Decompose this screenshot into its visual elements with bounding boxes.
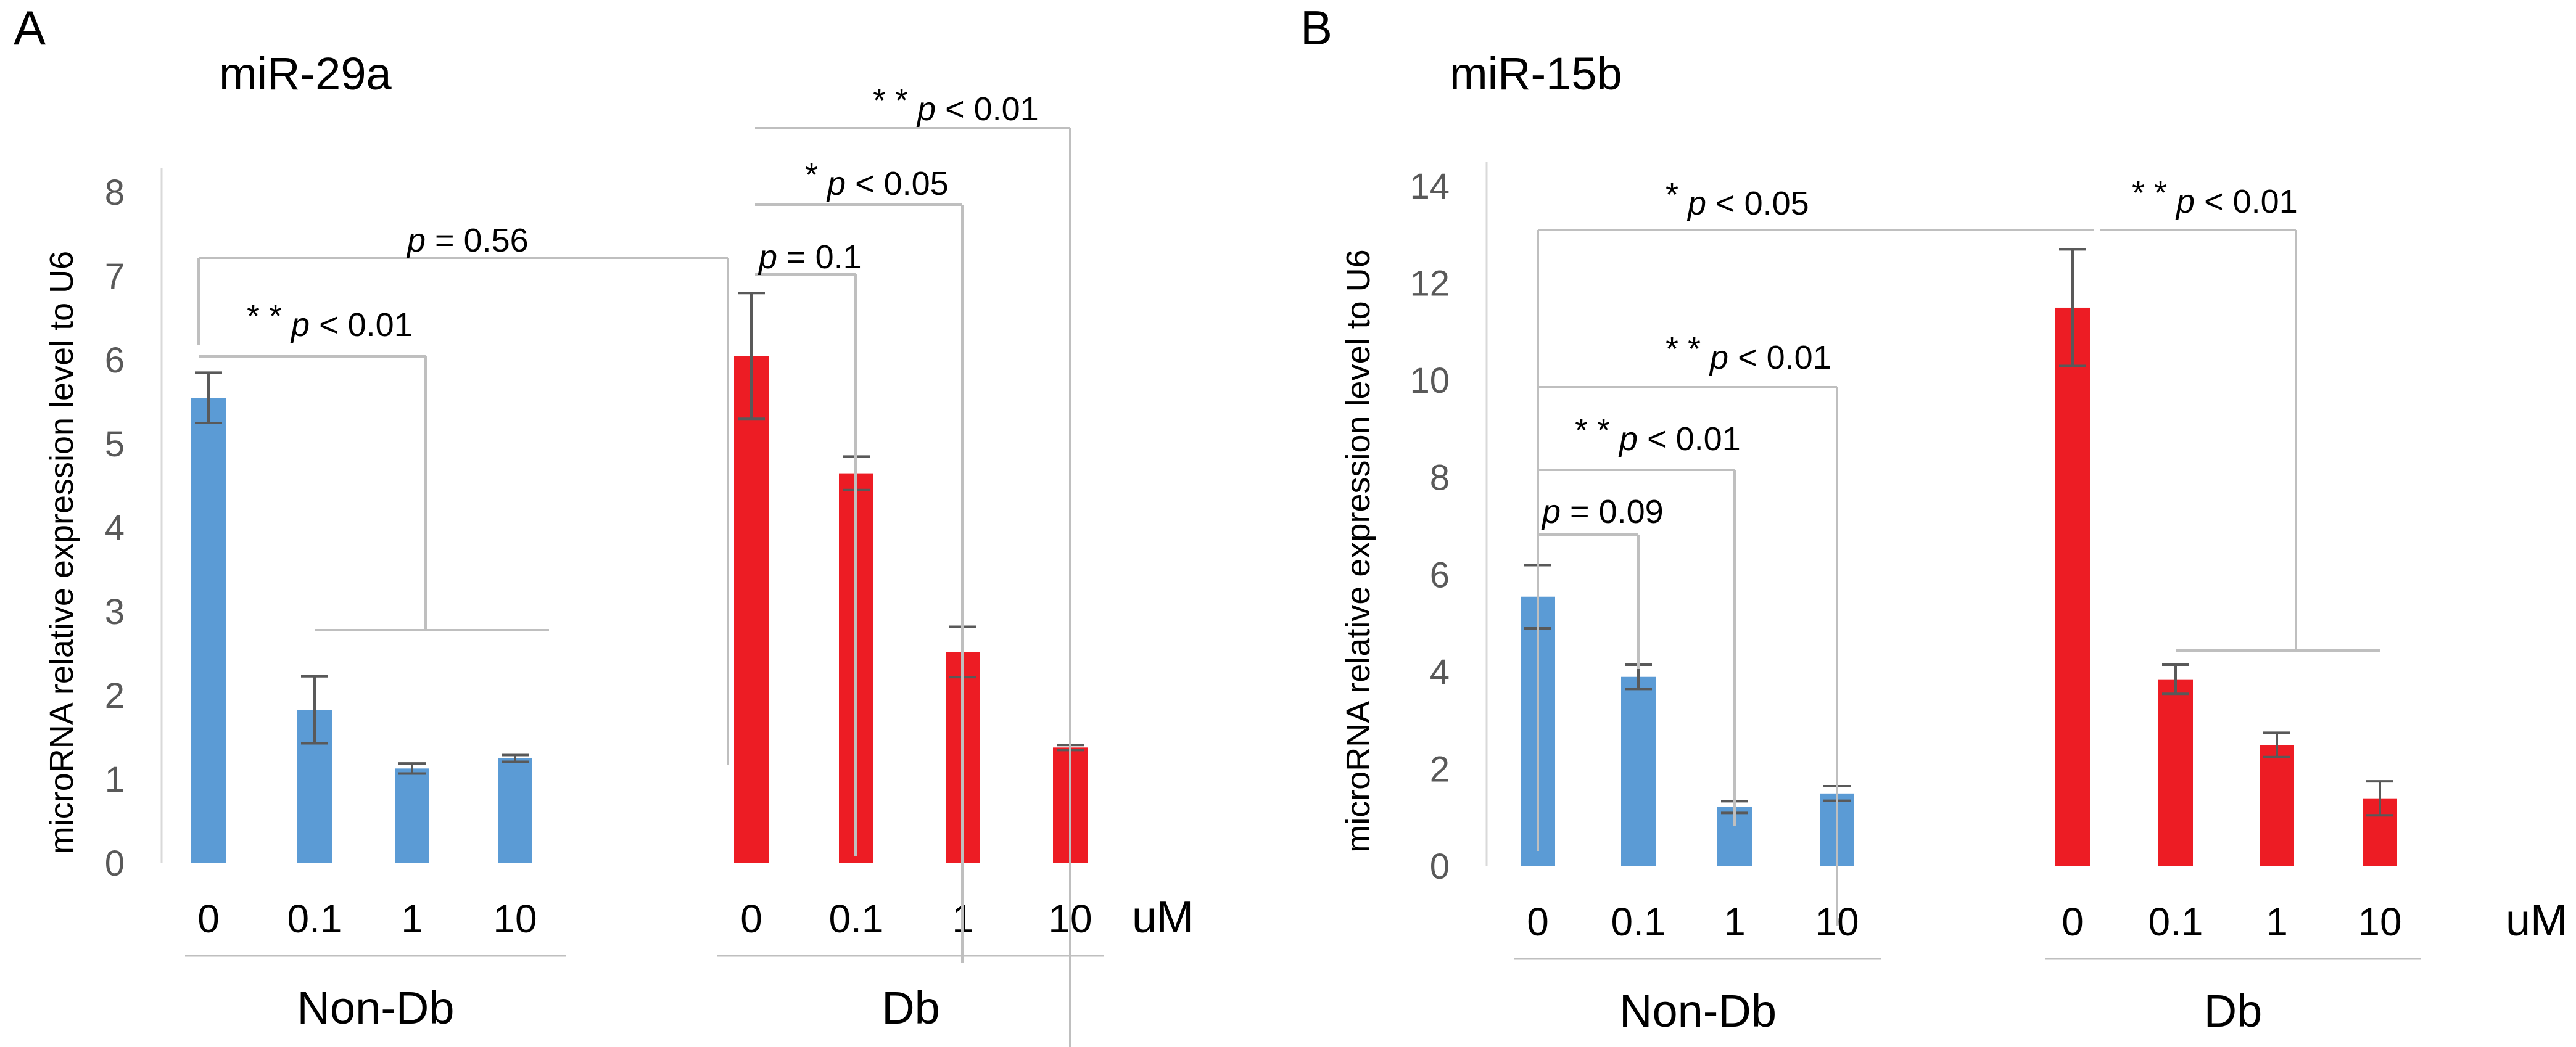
x-axis-unit: uM [1132,893,1194,942]
y-tick-label: 6 [105,340,125,380]
x-tick-label: 10 [493,897,537,941]
x-tick-label: 1 [401,897,423,941]
panel-letter: B [1300,1,1332,55]
bar [498,758,532,863]
significance-label: * * p < 0.01 [2132,175,2298,220]
x-tick-label: 1 [2266,900,2288,944]
x-tick-label: 0 [2062,900,2084,944]
y-tick-label: 4 [105,508,125,548]
y-tick-label: 7 [105,257,125,297]
x-tick-label: 0.1 [1611,900,1666,944]
panel-letter: A [14,1,46,55]
x-tick-label: 0 [1527,900,1549,944]
bar [1621,676,1656,866]
bar [2158,679,2193,866]
y-tick-label: 0 [105,844,125,884]
significance-label: * * p < 0.01 [1666,331,1831,376]
y-tick-label: 3 [105,592,125,632]
y-tick-label: 5 [105,424,125,464]
group-label: Non-Db [1619,985,1777,1037]
bar [191,398,226,863]
bar [2055,307,2090,866]
x-tick-label: 0 [197,897,220,941]
group-label: Non-Db [297,982,455,1033]
significance-label: * p < 0.05 [1666,176,1809,222]
chart-title: miR-15b [1450,48,1622,99]
x-tick-label: 0 [740,897,762,941]
group-label: Db [2204,985,2263,1037]
bar [395,768,429,863]
y-tick-label: 4 [1430,652,1450,692]
y-tick-label: 2 [1430,749,1450,789]
y-tick-label: 6 [1430,555,1450,595]
significance-label: * * p < 0.01 [873,82,1039,128]
y-tick-label: 2 [105,676,125,716]
y-tick-label: 10 [1410,361,1450,401]
y-axis-label: microRNA relative expression level to U6 [1340,249,1377,852]
significance-label: * p < 0.05 [805,157,949,202]
significance-label: * * p < 0.01 [247,298,413,343]
y-tick-label: 14 [1410,166,1450,207]
x-tick-label: 0.1 [2149,900,2203,944]
y-tick-label: 1 [105,760,125,800]
x-tick-label: 0.1 [287,897,342,941]
significance-label: * * p < 0.01 [1575,412,1741,458]
significance-label: p = 0.56 [406,222,529,259]
chart-title: miR-29a [219,48,392,99]
x-axis-unit: uM [2506,896,2567,945]
y-tick-label: 8 [105,173,125,213]
x-tick-label: 1 [1724,900,1746,944]
y-axis-label: microRNA relative expression level to U6 [43,251,80,854]
x-tick-label: 10 [2358,900,2401,944]
bar [2260,745,2294,866]
y-tick-label: 0 [1430,847,1450,887]
bar [734,356,769,863]
y-tick-label: 8 [1430,458,1450,498]
y-tick-label: 12 [1410,264,1450,304]
group-label: Db [881,982,940,1033]
significance-label: p = 0.1 [758,239,862,276]
significance-label: p = 0.09 [1541,493,1664,530]
x-tick-label: 0.1 [829,897,884,941]
